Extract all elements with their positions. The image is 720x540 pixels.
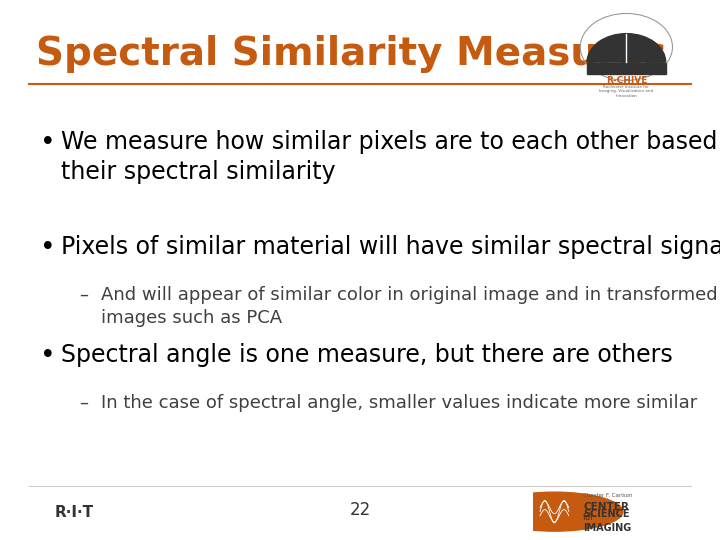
Text: •: • (40, 130, 55, 156)
FancyBboxPatch shape (587, 63, 666, 73)
Text: Rochester Institute for: Rochester Institute for (603, 85, 649, 89)
Text: SCIENCE: SCIENCE (583, 509, 630, 519)
Text: And will appear of similar color in original image and in transformed
images suc: And will appear of similar color in orig… (101, 286, 717, 327)
Text: Pixels of similar material will have similar spectral signatures: Pixels of similar material will have sim… (61, 235, 720, 259)
Text: In the case of spectral angle, smaller values indicate more similar: In the case of spectral angle, smaller v… (101, 394, 697, 412)
Text: for: for (583, 514, 595, 522)
Wedge shape (587, 33, 666, 62)
Text: –: – (79, 286, 89, 304)
Text: We measure how similar pixels are to each other based on
their spectral similari: We measure how similar pixels are to eac… (61, 130, 720, 184)
Text: Spectral angle is one measure, but there are others: Spectral angle is one measure, but there… (61, 343, 673, 367)
Circle shape (486, 492, 623, 531)
Text: IMAGING: IMAGING (583, 523, 631, 533)
Text: Spectral Similarity Measures: Spectral Similarity Measures (36, 35, 667, 73)
Text: CENTER: CENTER (583, 502, 629, 511)
Text: Chester F. Carlson: Chester F. Carlson (583, 492, 633, 498)
Text: Imaging, Visualization and: Imaging, Visualization and (599, 90, 654, 93)
Text: R-CHIVE: R-CHIVE (606, 76, 647, 85)
Text: R·I·T: R·I·T (54, 505, 94, 520)
Text: Innovation: Innovation (616, 94, 637, 98)
Text: •: • (40, 343, 55, 369)
Text: 22: 22 (349, 501, 371, 519)
Text: –: – (79, 394, 89, 412)
Text: •: • (40, 235, 55, 261)
